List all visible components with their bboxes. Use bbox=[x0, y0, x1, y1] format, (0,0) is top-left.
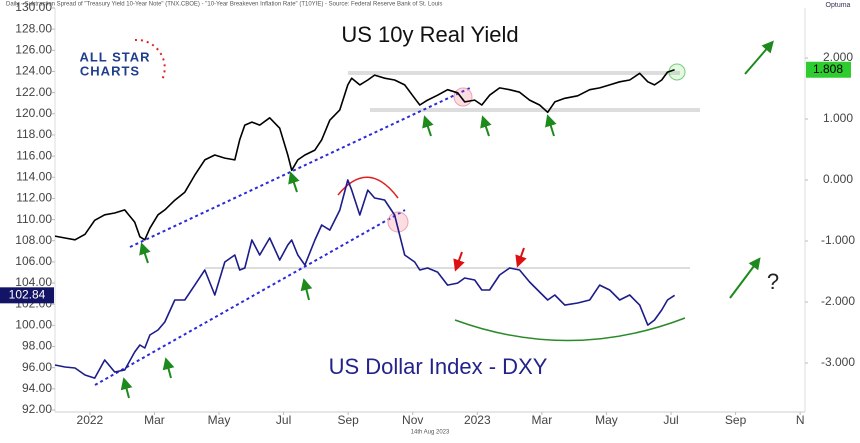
brand: Optuma bbox=[826, 2, 851, 9]
y-tick-label: 122.00 bbox=[15, 85, 52, 99]
x-tick-label: Mar bbox=[532, 413, 553, 427]
logo-text: CHARTS bbox=[80, 63, 140, 78]
y-tick-label: 124.00 bbox=[15, 64, 52, 78]
y-tick-label: 114.00 bbox=[16, 169, 52, 183]
logo-text: ALL STAR bbox=[79, 49, 150, 64]
x-tick-label: 2022 bbox=[77, 413, 104, 427]
x-tick-label: Mar bbox=[144, 413, 165, 427]
y-tick-label: 92.00 bbox=[22, 402, 52, 416]
x-tick-label: 2023 bbox=[464, 413, 491, 427]
base-arc bbox=[454, 317, 686, 342]
plot bbox=[54, 68, 676, 379]
red-arrows bbox=[453, 247, 527, 272]
y-tick-label: 100.00 bbox=[15, 318, 52, 332]
x-tick-label: Nov bbox=[402, 413, 423, 427]
logo: ALL STAR CHARTS bbox=[79, 38, 166, 81]
series-line bbox=[54, 179, 676, 379]
y-tick-label: 108.00 bbox=[15, 233, 52, 247]
tag-box bbox=[806, 61, 851, 78]
x-tick-label: N bbox=[796, 413, 805, 427]
series-line bbox=[54, 68, 675, 241]
footer: 14th Aug 2023 bbox=[411, 430, 450, 436]
y-tick-label: 98.00 bbox=[22, 339, 52, 353]
y2-tick-label: 2.000 bbox=[823, 50, 853, 64]
green-arrows bbox=[120, 40, 774, 399]
y2-tick-label: 1.000 bbox=[823, 111, 853, 125]
y-tick-label: 126.00 bbox=[15, 42, 52, 56]
logo-stars bbox=[134, 38, 166, 81]
y-tick-label: 96.00 bbox=[22, 360, 52, 374]
y-tick-label: 118.00 bbox=[16, 127, 52, 141]
y-tick-label: 112.00 bbox=[16, 191, 52, 205]
header: Daily - Subtraction Spread of "Treasury … bbox=[6, 2, 442, 8]
y-tick-label: 104.00 bbox=[15, 275, 52, 289]
break-circle bbox=[387, 211, 409, 233]
x-tick-label: Sep bbox=[725, 413, 747, 427]
annotation: ? bbox=[767, 269, 779, 294]
annotation: US Dollar Index - DXY bbox=[329, 354, 548, 379]
x-tick-label: May bbox=[595, 413, 618, 427]
y-tick-label: 94.00 bbox=[22, 381, 52, 395]
y-tick-label: 130.00 bbox=[15, 0, 52, 14]
y-tick-label: 116.00 bbox=[16, 148, 52, 162]
last-value-label: 1.808 bbox=[813, 62, 843, 76]
y-tick-label: 120.00 bbox=[15, 106, 52, 120]
yield-trendline bbox=[129, 87, 471, 248]
y2-tick-label: 0.000 bbox=[823, 172, 853, 186]
last-value-label: 102.84 bbox=[9, 287, 46, 301]
y-tick-label: 128.00 bbox=[15, 21, 52, 35]
top-arc bbox=[337, 176, 399, 199]
y2-tick-label: -1.000 bbox=[821, 233, 855, 247]
y2-tick-label: -2.000 bbox=[821, 294, 855, 308]
x-tick-label: Jul bbox=[276, 413, 291, 427]
tag-box bbox=[0, 287, 54, 304]
annotation: US 10y Real Yield bbox=[341, 22, 518, 47]
last-value-tag: 1.808 bbox=[806, 61, 851, 78]
x-tick-label: Sep bbox=[337, 413, 359, 427]
break-circle bbox=[453, 87, 473, 107]
dxy-trendline bbox=[94, 209, 406, 386]
breakout-circle bbox=[668, 63, 686, 81]
y2-tick-label: -3.000 bbox=[821, 355, 855, 369]
last-value-tag: 102.84 bbox=[0, 287, 54, 304]
y-tick-label: 110.00 bbox=[16, 212, 52, 226]
y-tick-label: 106.00 bbox=[15, 254, 52, 268]
x-tick-label: May bbox=[208, 413, 231, 427]
x-tick-label: Jul bbox=[663, 413, 678, 427]
